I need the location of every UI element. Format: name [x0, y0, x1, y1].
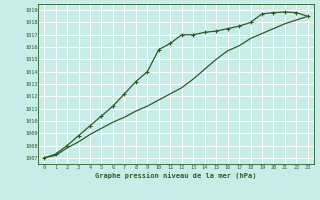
X-axis label: Graphe pression niveau de la mer (hPa): Graphe pression niveau de la mer (hPa) [95, 172, 257, 179]
